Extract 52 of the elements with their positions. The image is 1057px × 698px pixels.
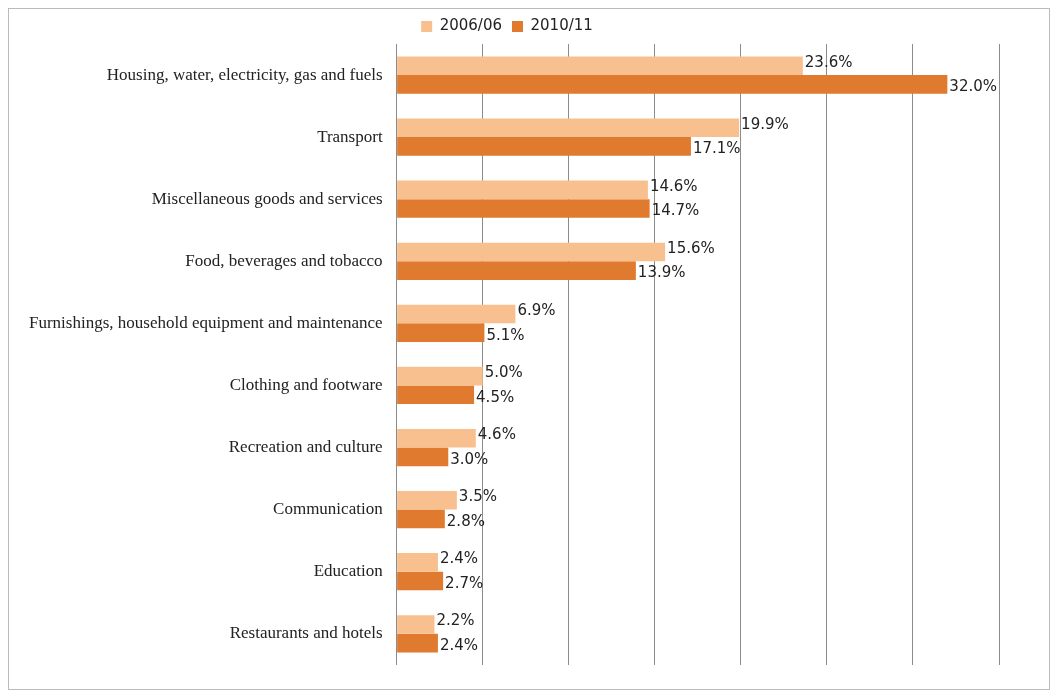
y-tick-label: Recreation and culture bbox=[228, 436, 383, 456]
y-tick-label: Transport bbox=[317, 126, 383, 146]
y-tick-label: Food, beverages and tobacco bbox=[185, 250, 383, 270]
data-label: 2.4% bbox=[439, 549, 479, 568]
bar bbox=[397, 366, 483, 386]
data-label: 2.4% bbox=[439, 635, 479, 654]
bar bbox=[397, 633, 438, 653]
legend-label: 2010/11 bbox=[530, 16, 593, 35]
bar bbox=[397, 118, 740, 138]
data-label: 32.0% bbox=[949, 77, 998, 96]
data-label: 23.6% bbox=[804, 52, 853, 71]
data-label: 4.6% bbox=[477, 425, 516, 444]
bar bbox=[397, 75, 948, 94]
data-label: 4.5% bbox=[476, 387, 515, 406]
data-label: 15.6% bbox=[667, 238, 715, 257]
y-tick-label: Restaurants and hotels bbox=[229, 623, 383, 643]
data-label: 17.1% bbox=[692, 139, 741, 158]
data-label: 3.0% bbox=[450, 449, 489, 468]
bar bbox=[397, 571, 444, 591]
bar bbox=[397, 553, 438, 572]
legend-label: 2006/06 bbox=[439, 16, 503, 35]
bar bbox=[397, 428, 476, 448]
data-label: 5.0% bbox=[484, 363, 523, 382]
data-label: 14.7% bbox=[651, 201, 700, 220]
data-label: 2.8% bbox=[446, 511, 485, 530]
data-label: 13.9% bbox=[637, 263, 686, 282]
data-label: 3.5% bbox=[458, 487, 497, 506]
bar bbox=[397, 323, 485, 342]
data-label: 19.9% bbox=[741, 114, 789, 133]
y-tick-label: Clothing and footware bbox=[229, 374, 383, 394]
data-label: 2.2% bbox=[436, 611, 475, 630]
data-label: 14.6% bbox=[649, 176, 698, 195]
bar bbox=[397, 385, 475, 405]
data-label: 6.9% bbox=[517, 300, 556, 319]
bar bbox=[397, 304, 516, 324]
bar bbox=[397, 199, 650, 218]
bar bbox=[397, 509, 445, 529]
y-tick-label: Education bbox=[313, 561, 384, 581]
data-label: 2.7% bbox=[445, 573, 484, 592]
bar bbox=[397, 490, 457, 510]
data-label: 5.1% bbox=[486, 325, 525, 344]
bar bbox=[397, 261, 636, 280]
bar bbox=[397, 56, 803, 76]
y-tick-label: Furnishings, household equipment and maintenance bbox=[28, 312, 383, 332]
y-tick-label: Housing, water, electricity, gas and fuels bbox=[106, 64, 383, 84]
y-tick-label: Miscellaneous goods and services bbox=[151, 188, 383, 208]
bar bbox=[397, 615, 435, 634]
bar bbox=[397, 242, 666, 262]
bar bbox=[397, 137, 691, 156]
bar bbox=[397, 180, 648, 200]
y-tick-label: Communication bbox=[273, 499, 384, 519]
bar bbox=[397, 447, 449, 467]
